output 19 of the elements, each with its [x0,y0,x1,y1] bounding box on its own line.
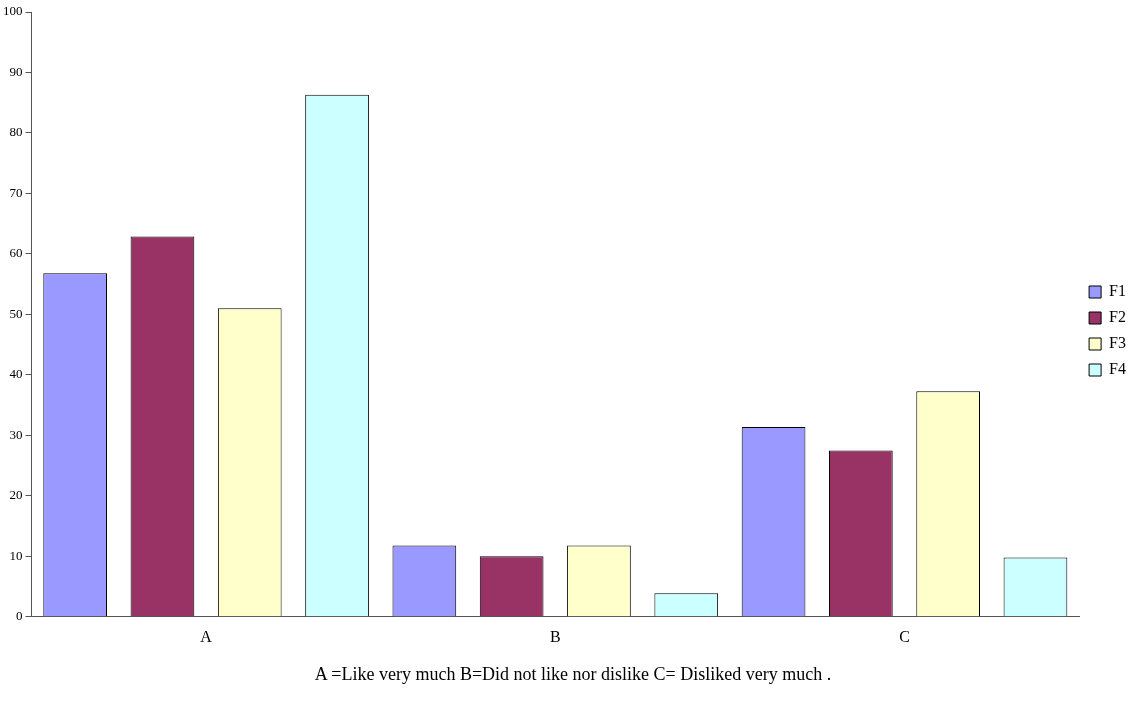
legend-label: F1 [1109,282,1127,300]
text: A =Like very much B=Did not like nor dislike C= Disliked very much . [313,664,833,685]
y-tick-label: 70 [9,184,23,200]
y-tick-label: 30 [9,426,23,442]
legend-label: F3 [1109,334,1127,352]
y-tick-label: 90 [9,63,23,79]
y-tick-label: 60 [9,245,23,261]
y-tick-label: 50 [9,305,23,321]
x-tick-label: B [549,627,561,645]
y-tick-label: 20 [9,487,23,503]
x-tick-label: C [899,627,910,645]
y-tick-label: 100 [3,3,23,19]
y-tick-label: 40 [9,366,23,382]
legend-label: F4 [1109,360,1127,378]
y-tick-label: 80 [9,124,23,140]
legend-label: F2 [1109,308,1127,326]
x-tick-label: A [200,627,213,645]
y-tick-label: 0 [16,608,23,624]
y-tick-label: 10 [9,547,23,563]
